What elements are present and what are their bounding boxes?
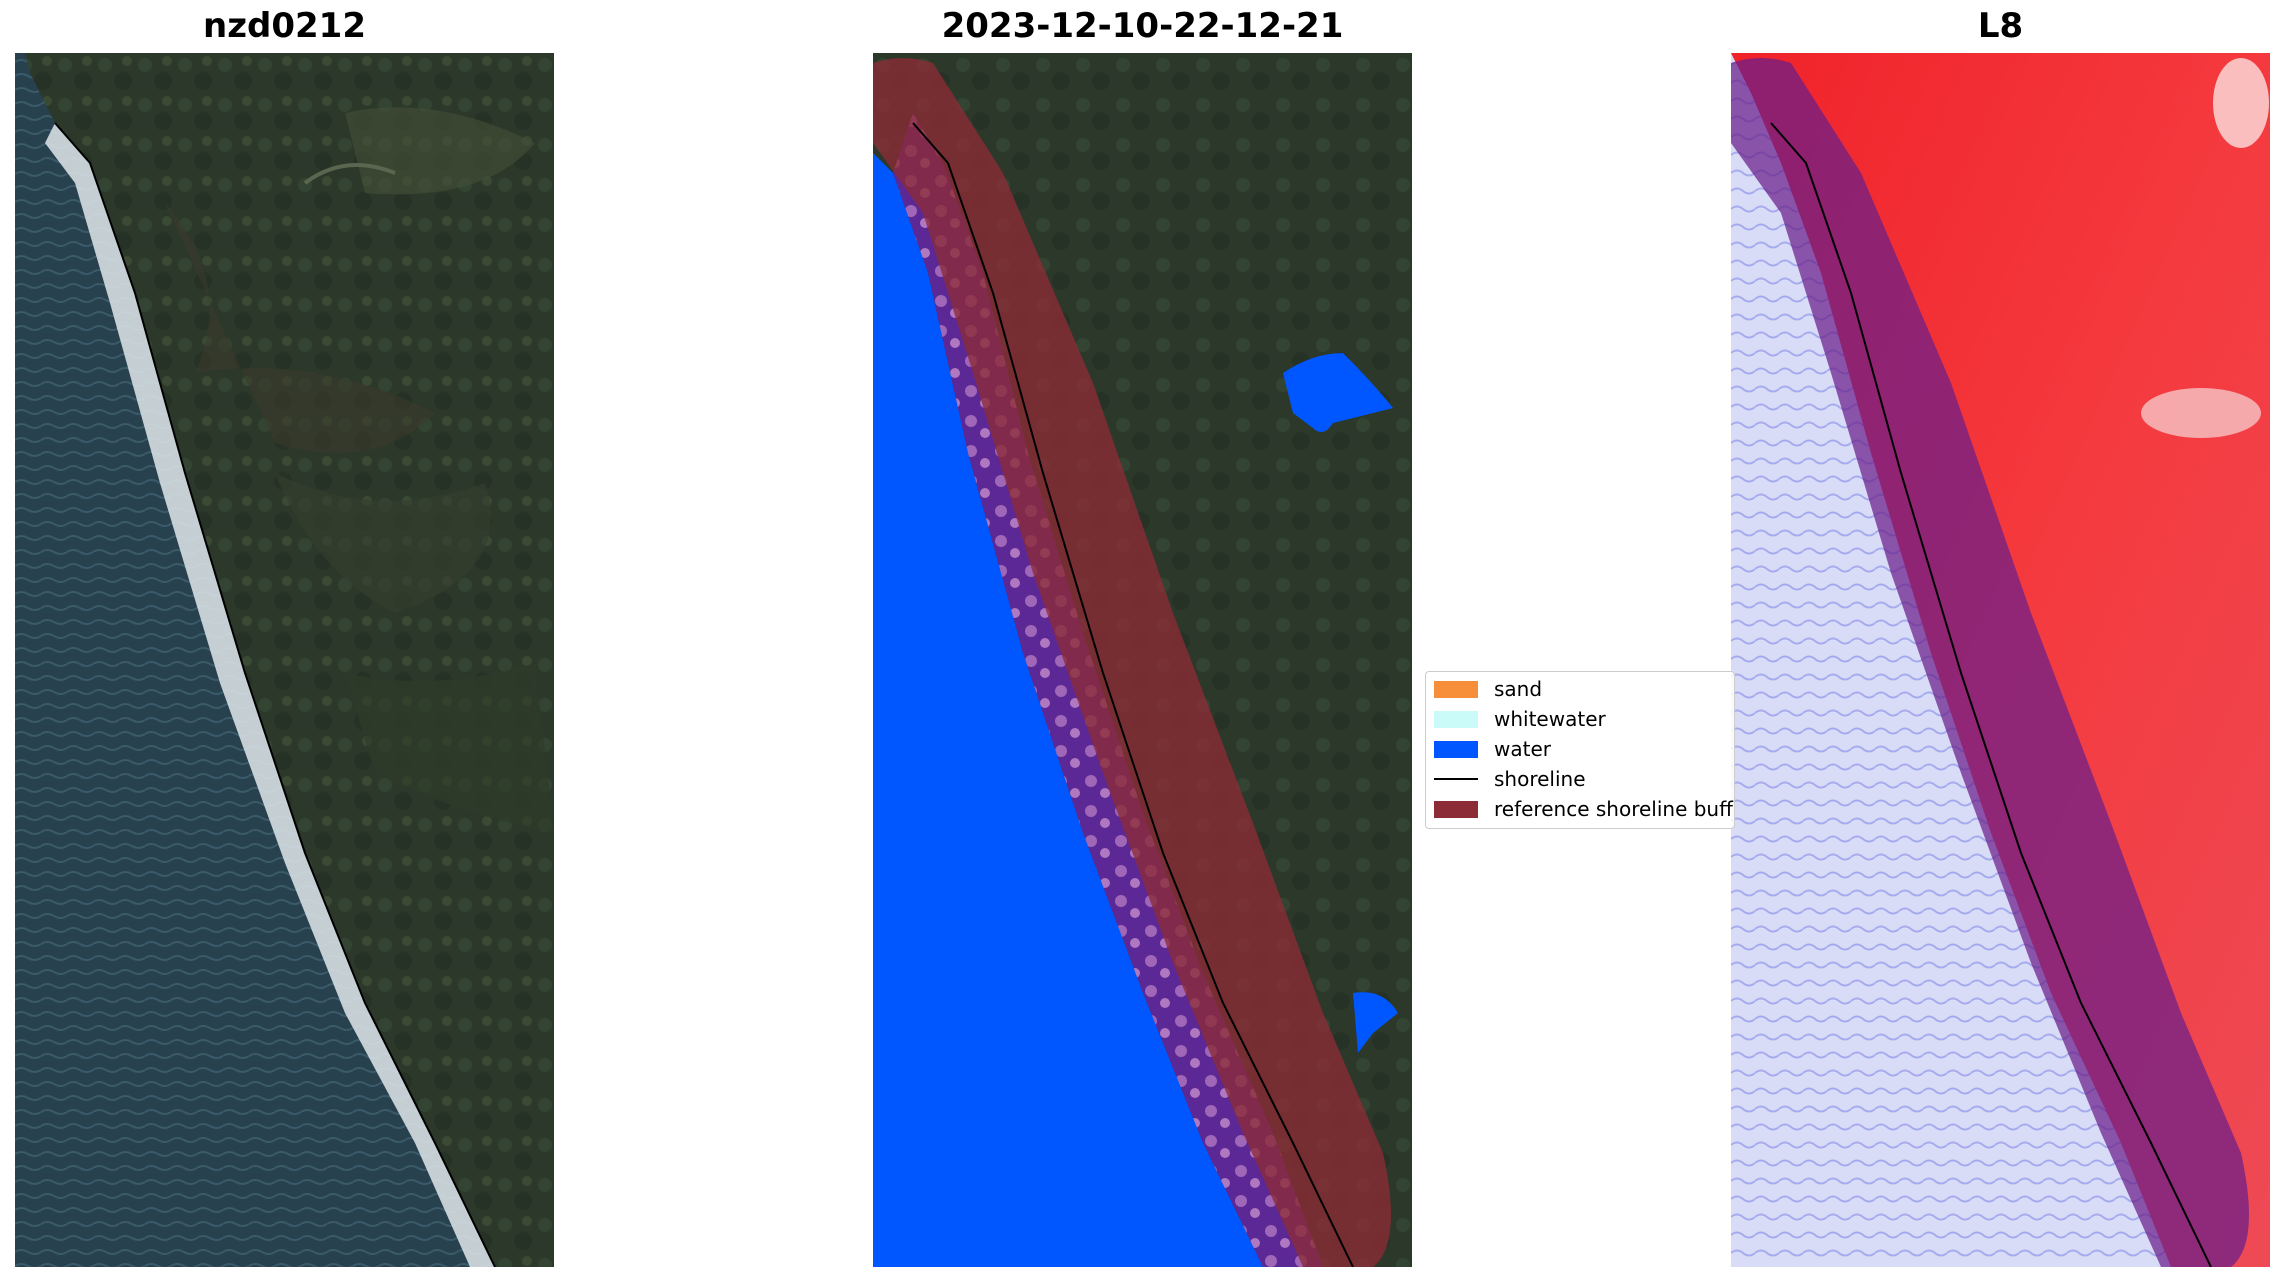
legend-label-shoreline: shoreline xyxy=(1494,767,1586,791)
legend-item-reference-buffer: reference shoreline buffer xyxy=(1434,794,1735,824)
legend-label-sand: sand xyxy=(1494,677,1543,701)
legend-item-whitewater: whitewater xyxy=(1434,704,1606,734)
shoreline-line-swatch xyxy=(1434,777,1478,781)
panel-title-classified: 2023-12-10-22-12-21 xyxy=(941,6,1344,46)
water-swatch xyxy=(1434,740,1478,758)
reference-buffer-swatch xyxy=(1434,800,1478,818)
legend-item-water: water xyxy=(1434,734,1551,764)
legend: sand whitewater water shoreline referenc… xyxy=(1425,671,1735,829)
legend-item-shoreline: shoreline xyxy=(1434,764,1586,794)
classified-image xyxy=(873,53,1412,1267)
panel-title-index: L8 xyxy=(1977,6,2024,46)
sand-swatch xyxy=(1434,680,1478,698)
rgb-image-panel xyxy=(15,53,554,1267)
legend-label-reference-buffer: reference shoreline buffer xyxy=(1494,797,1735,821)
index-image xyxy=(1731,53,2270,1267)
legend-label-whitewater: whitewater xyxy=(1494,707,1606,731)
whitewater-swatch xyxy=(1434,710,1478,728)
legend-label-water: water xyxy=(1494,737,1551,761)
legend-item-sand: sand xyxy=(1434,674,1542,704)
rgb-image xyxy=(15,53,554,1267)
panel-title-rgb: nzd0212 xyxy=(203,6,366,46)
index-image-panel xyxy=(1731,53,2270,1267)
classified-image-panel xyxy=(873,53,1412,1267)
